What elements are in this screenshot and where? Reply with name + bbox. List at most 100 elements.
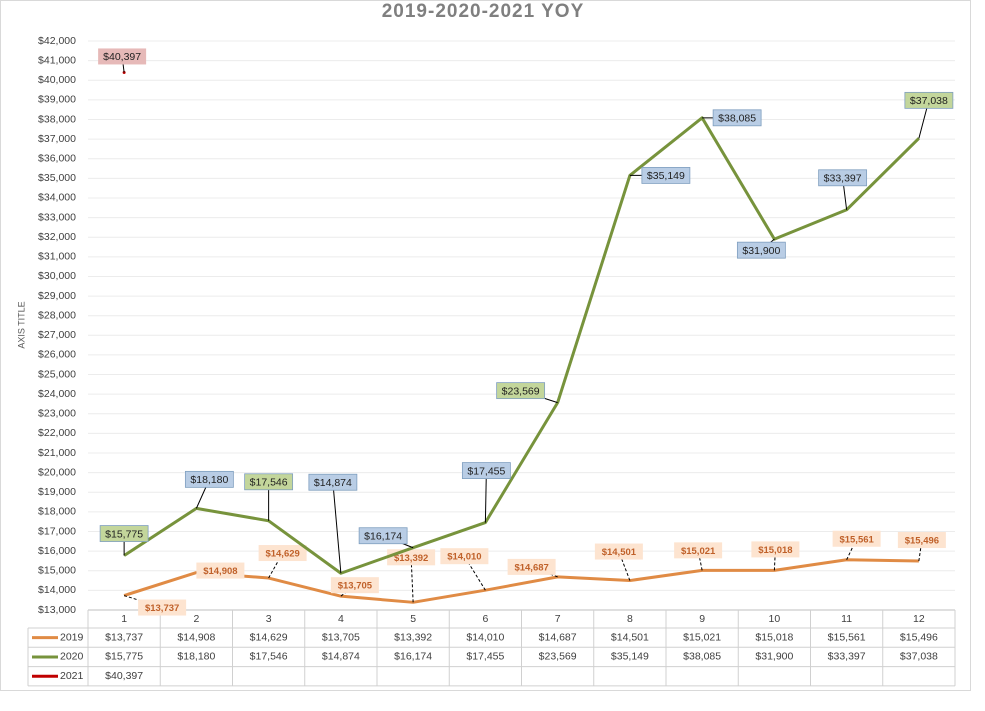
y-tick-label: $26,000 [38, 349, 76, 361]
table-cell: $15,018 [755, 631, 793, 643]
x-tick-label: 12 [913, 613, 925, 625]
data-label: $15,775 [105, 528, 143, 540]
table-cell: $15,775 [105, 651, 143, 663]
legend-label: 2019 [60, 631, 84, 643]
data-label: $40,397 [103, 51, 141, 63]
table-cell: $38,085 [683, 651, 721, 663]
table-cell: $40,397 [105, 670, 143, 682]
label-box [461, 462, 511, 479]
table-cell: $15,496 [900, 631, 938, 643]
table-cell: $14,010 [466, 631, 504, 643]
data-label: $18,180 [190, 474, 228, 486]
table-cell: $17,546 [250, 651, 288, 663]
leader-line [484, 470, 487, 523]
y-tick-label: $23,000 [38, 408, 76, 420]
y-tick-label: $30,000 [38, 270, 76, 282]
data-label: $14,687 [514, 562, 548, 573]
label-box [594, 543, 643, 560]
table-cell: $14,874 [322, 651, 360, 663]
table-cell: $14,908 [177, 631, 215, 643]
y-tick-label: $21,000 [38, 447, 76, 459]
data-label: $38,085 [718, 113, 756, 125]
leader-line [123, 595, 163, 609]
data-label: $14,501 [602, 547, 637, 558]
table-cell: $14,687 [539, 631, 577, 643]
x-tick-label: 2 [193, 613, 199, 625]
x-tick-label: 1 [121, 613, 127, 625]
label-box [904, 91, 954, 109]
table-cell: $33,397 [828, 651, 866, 663]
y-tick-label: $32,000 [38, 231, 76, 243]
y-tick-label: $40,000 [38, 74, 76, 86]
x-tick-label: 6 [482, 613, 488, 625]
label-box [507, 558, 556, 575]
y-axis-title: AXIS TITLE [16, 301, 26, 348]
y-tick-label: $25,000 [38, 368, 76, 380]
y-tick-label: $14,000 [38, 584, 76, 596]
label-box [184, 470, 234, 488]
x-tick-label: 10 [769, 613, 781, 625]
x-tick-label: 3 [266, 613, 272, 625]
data-label: $31,900 [742, 245, 780, 257]
table-cell: $13,392 [394, 631, 432, 643]
label-box [496, 382, 546, 400]
table-cell: $37,038 [900, 651, 938, 663]
label-box [330, 577, 379, 594]
table-cell: $17,455 [466, 651, 504, 663]
data-label: $14,010 [447, 552, 481, 563]
label-box [244, 473, 294, 491]
label-box [440, 548, 489, 565]
table-cell: $14,629 [250, 631, 288, 643]
y-tick-label: $19,000 [38, 486, 76, 498]
y-tick-label: $20,000 [38, 466, 76, 478]
label-box [712, 109, 762, 127]
leader-line [332, 482, 342, 574]
y-tick-label: $37,000 [38, 133, 76, 145]
y-tick-label: $24,000 [38, 388, 76, 400]
data-label: $13,705 [338, 581, 373, 592]
data-label: $37,038 [910, 95, 948, 107]
y-tick-label: $22,000 [38, 427, 76, 439]
table-cell: $31,900 [755, 651, 793, 663]
y-tick-label: $42,000 [38, 35, 76, 47]
y-tick-label: $31,000 [38, 251, 76, 263]
x-tick-label: 5 [410, 613, 416, 625]
y-tick-label: $35,000 [38, 172, 76, 184]
x-tick-label: 11 [841, 613, 852, 625]
y-tick-label: $13,000 [38, 604, 76, 616]
label-box [751, 541, 800, 558]
label-box [98, 48, 147, 65]
y-tick-label: $33,000 [38, 211, 76, 223]
data-label: $15,561 [839, 534, 874, 545]
x-tick-label: 8 [627, 613, 633, 625]
label-box [818, 169, 868, 187]
label-box [258, 545, 307, 562]
y-tick-label: $16,000 [38, 545, 76, 557]
series-line [123, 116, 920, 575]
label-box [674, 542, 723, 559]
data-label: $13,737 [145, 603, 179, 614]
table-cell: $16,174 [394, 651, 432, 663]
label-box [99, 525, 149, 542]
chart-frame [0, 0, 971, 691]
label-box [196, 562, 245, 579]
label-box [138, 599, 187, 616]
label-box [641, 167, 691, 184]
leader-line [340, 584, 356, 597]
table-cell: $14,501 [611, 631, 649, 643]
data-label: $33,397 [824, 173, 862, 185]
table-cell: $23,569 [539, 651, 577, 663]
legend-label: 2020 [60, 651, 84, 663]
data-label: $14,908 [203, 566, 237, 577]
data-label: $16,174 [364, 531, 402, 543]
table-cell: $15,561 [828, 631, 866, 643]
label-box [897, 532, 946, 549]
data-label: $13,392 [394, 553, 428, 564]
label-box [308, 473, 358, 491]
y-tick-label: $17,000 [38, 525, 76, 537]
label-box [832, 530, 881, 547]
y-tick-label: $36,000 [38, 153, 76, 165]
y-tick-label: $18,000 [38, 506, 76, 518]
y-tick-label: $39,000 [38, 94, 76, 106]
